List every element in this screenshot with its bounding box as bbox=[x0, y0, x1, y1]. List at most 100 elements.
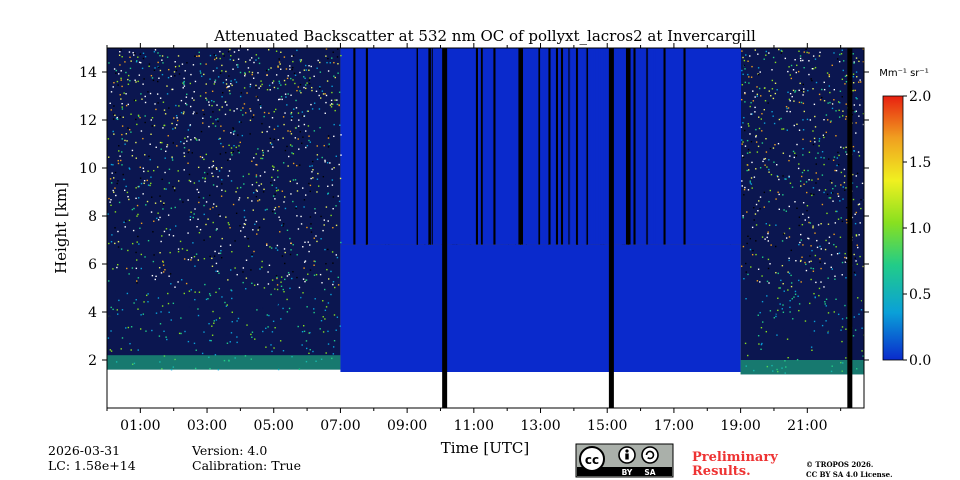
noise-pixel bbox=[183, 85, 186, 87]
noise-pixel bbox=[755, 168, 757, 170]
noise-pixel bbox=[763, 87, 766, 89]
noise-pixel bbox=[183, 80, 185, 83]
noise-pixel bbox=[743, 188, 746, 191]
noise-pixel bbox=[747, 123, 750, 125]
noise-pixel bbox=[176, 117, 178, 119]
noise-pixel bbox=[809, 222, 812, 224]
noise-pixel bbox=[744, 92, 746, 94]
noise-pixel bbox=[829, 91, 831, 94]
noise-pixel bbox=[238, 197, 241, 199]
noise-pixel bbox=[845, 357, 847, 359]
y-axis-label: Height [km] bbox=[52, 182, 70, 274]
noise-pixel bbox=[824, 248, 827, 251]
noise-pixel bbox=[252, 116, 254, 118]
noise-pixel bbox=[110, 182, 113, 184]
noise-pixel bbox=[855, 57, 858, 59]
noise-pixel bbox=[245, 259, 248, 261]
attenuated-streak bbox=[430, 48, 433, 245]
noise-pixel bbox=[189, 124, 191, 127]
noise-pixel bbox=[306, 306, 308, 308]
noise-pixel bbox=[154, 49, 157, 51]
noise-pixel bbox=[194, 80, 197, 83]
noise-pixel bbox=[190, 257, 193, 259]
noise-pixel bbox=[220, 142, 222, 145]
noise-pixel bbox=[241, 134, 244, 137]
noise-pixel bbox=[187, 258, 190, 261]
noise-pixel bbox=[741, 50, 743, 52]
noise-pixel bbox=[249, 83, 252, 86]
noise-pixel bbox=[811, 179, 813, 181]
noise-pixel bbox=[205, 83, 207, 85]
noise-pixel bbox=[770, 302, 772, 305]
noise-pixel bbox=[263, 111, 266, 114]
noise-pixel bbox=[838, 60, 841, 63]
noise-pixel bbox=[800, 59, 802, 62]
noise-pixel bbox=[300, 215, 302, 218]
noise-pixel bbox=[841, 340, 843, 343]
noise-pixel bbox=[156, 166, 159, 168]
sa-label: SA bbox=[644, 468, 655, 477]
noise-pixel bbox=[819, 51, 821, 54]
attenuated-column bbox=[437, 48, 441, 245]
noise-pixel bbox=[331, 184, 334, 186]
noise-pixel bbox=[230, 180, 233, 182]
noise-pixel bbox=[258, 87, 260, 89]
noise-pixel bbox=[238, 49, 240, 52]
noise-pixel bbox=[788, 205, 790, 208]
noise-pixel bbox=[244, 223, 246, 226]
noise-pixel bbox=[110, 306, 112, 309]
noise-pixel bbox=[764, 157, 767, 160]
noise-pixel bbox=[856, 186, 858, 188]
noise-pixel bbox=[163, 230, 166, 233]
noise-pixel bbox=[315, 90, 318, 93]
noise-pixel bbox=[180, 141, 182, 143]
attenuated-column bbox=[545, 48, 549, 245]
attenuated-column bbox=[457, 48, 461, 245]
noise-pixel bbox=[201, 156, 204, 159]
noise-pixel bbox=[216, 185, 218, 188]
noise-pixel bbox=[308, 352, 310, 355]
noise-pixel bbox=[182, 201, 184, 203]
noise-pixel bbox=[216, 168, 218, 170]
noise-pixel bbox=[830, 192, 833, 194]
noise-pixel bbox=[238, 145, 240, 147]
noise-pixel bbox=[279, 231, 281, 233]
noise-pixel bbox=[175, 69, 178, 72]
noise-pixel bbox=[768, 224, 771, 226]
noise-pixel bbox=[829, 121, 832, 123]
noise-pixel bbox=[755, 141, 758, 143]
noise-pixel bbox=[156, 297, 158, 299]
noise-pixel bbox=[125, 104, 128, 107]
noise-pixel bbox=[175, 104, 177, 107]
x-tick-label: 21:00 bbox=[787, 418, 827, 434]
noise-pixel bbox=[841, 96, 843, 98]
noise-pixel bbox=[744, 342, 747, 345]
noise-pixel bbox=[255, 54, 258, 56]
footer-version: Version: 4.0 bbox=[191, 443, 267, 458]
noise-pixel bbox=[804, 320, 807, 322]
noise-pixel bbox=[319, 71, 322, 73]
colorbar-tick-label: 1.0 bbox=[909, 221, 931, 237]
attenuated-column bbox=[410, 48, 414, 245]
noise-pixel bbox=[159, 141, 162, 144]
noise-pixel bbox=[742, 122, 744, 124]
noise-pixel bbox=[307, 241, 309, 243]
noise-pixel bbox=[252, 114, 255, 116]
noise-pixel bbox=[236, 64, 239, 66]
noise-pixel bbox=[831, 310, 834, 312]
noise-pixel bbox=[279, 340, 282, 342]
noise-pixel bbox=[113, 113, 115, 116]
attenuated-column bbox=[735, 48, 739, 245]
noise-pixel bbox=[161, 141, 163, 144]
noise-pixel bbox=[757, 67, 760, 69]
noise-pixel bbox=[316, 154, 319, 156]
noise-pixel bbox=[744, 145, 747, 147]
noise-pixel bbox=[754, 96, 756, 98]
noise-pixel bbox=[116, 116, 118, 119]
noise-pixel bbox=[232, 150, 235, 153]
noise-pixel bbox=[310, 227, 312, 230]
noise-pixel bbox=[335, 224, 338, 227]
noise-pixel bbox=[244, 61, 247, 63]
noise-pixel bbox=[121, 56, 123, 58]
noise-pixel bbox=[303, 330, 306, 333]
